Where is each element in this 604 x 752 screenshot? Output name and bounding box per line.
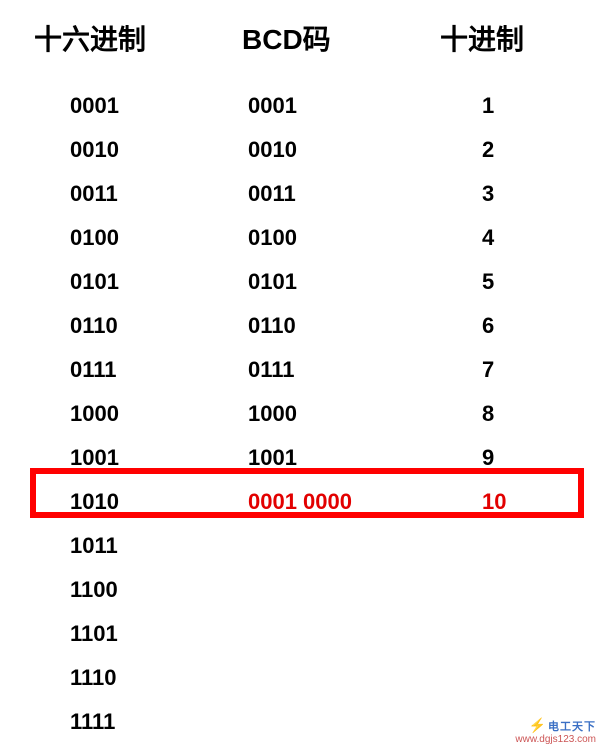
cell-hex: 1101: [0, 621, 200, 647]
cell-dec: 8: [420, 401, 600, 427]
table-row: 000100011: [0, 84, 604, 128]
cell-bcd: 0110: [200, 313, 420, 339]
cell-hex: 1001: [0, 445, 200, 471]
cell-hex: 0011: [0, 181, 200, 207]
cell-bcd: 1001: [200, 445, 420, 471]
table-row: 100010008: [0, 392, 604, 436]
cell-dec: 2: [420, 137, 600, 163]
table-row: 001000102: [0, 128, 604, 172]
cell-dec: 9: [420, 445, 600, 471]
cell-dec: 5: [420, 269, 600, 295]
cell-dec: 7: [420, 357, 600, 383]
cell-bcd: 0001 0000: [200, 489, 420, 515]
header-dec: 十进制: [420, 18, 600, 58]
table-row: 011101117: [0, 348, 604, 392]
cell-bcd: 0101: [200, 269, 420, 295]
watermark: ⚡电工天下 www.dgjs123.com: [515, 717, 596, 746]
table-row: 1011: [0, 524, 604, 568]
cell-hex: 1100: [0, 577, 200, 603]
cell-hex: 0100: [0, 225, 200, 251]
cell-dec: 1: [420, 93, 600, 119]
table-row: 011001106: [0, 304, 604, 348]
cell-hex: 1010: [0, 489, 200, 515]
cell-bcd: 0001: [200, 93, 420, 119]
cell-hex: 1000: [0, 401, 200, 427]
cell-hex: 0001: [0, 93, 200, 119]
lightning-icon: ⚡: [529, 717, 546, 733]
header-hex: 十六进制: [0, 18, 200, 58]
watermark-brand: 电工天下: [548, 721, 596, 733]
cell-dec: 6: [420, 313, 600, 339]
cell-dec: 3: [420, 181, 600, 207]
header-bcd: BCD码: [200, 18, 420, 58]
table-row: 10100001 000010: [0, 480, 604, 524]
table-row: 010001004: [0, 216, 604, 260]
cell-hex: 1111: [0, 709, 200, 735]
table-row: 001100113: [0, 172, 604, 216]
cell-dec: 10: [420, 489, 600, 515]
table-row: 100110019: [0, 436, 604, 480]
table-header: 十六进制 BCD码 十进制: [0, 0, 604, 76]
table-body: 0001000110010001020011001130100010040101…: [0, 76, 604, 744]
watermark-url: www.dgjs123.com: [515, 734, 596, 746]
cell-bcd: 0100: [200, 225, 420, 251]
cell-bcd: 0111: [200, 357, 420, 383]
table-row: 010101015: [0, 260, 604, 304]
cell-hex: 0010: [0, 137, 200, 163]
cell-bcd: 0010: [200, 137, 420, 163]
cell-hex: 0110: [0, 313, 200, 339]
cell-dec: 4: [420, 225, 600, 251]
table-row: 1110: [0, 656, 604, 700]
cell-hex: 0111: [0, 357, 200, 383]
cell-hex: 1011: [0, 533, 200, 559]
cell-hex: 0101: [0, 269, 200, 295]
cell-bcd: 1000: [200, 401, 420, 427]
cell-hex: 1110: [0, 665, 200, 691]
table-row: 1111: [0, 700, 604, 744]
table-row: 1101: [0, 612, 604, 656]
cell-bcd: 0011: [200, 181, 420, 207]
table-row: 1100: [0, 568, 604, 612]
